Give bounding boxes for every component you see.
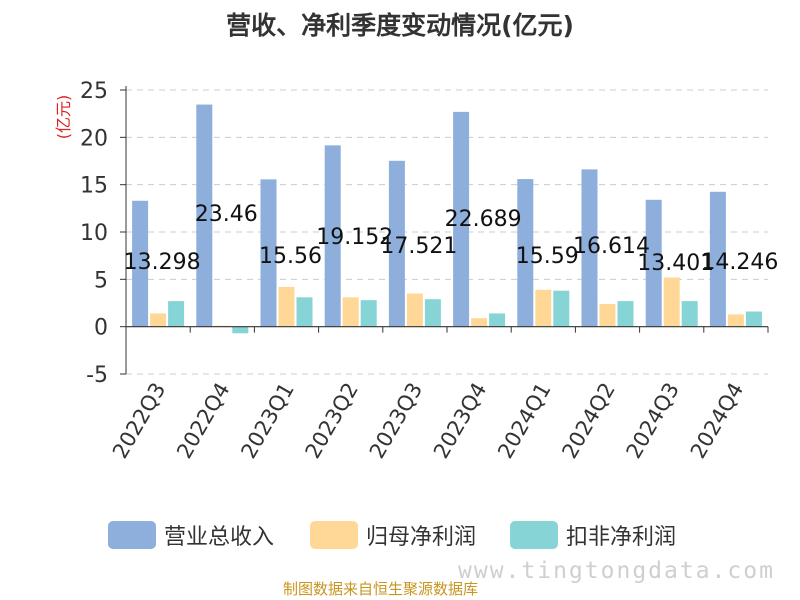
- legend-label-revenue: 营业总收入: [164, 525, 275, 550]
- legend-label-deducted-net-profit: 扣非净利润: [566, 525, 677, 550]
- x-tick-label: 2022Q3: [108, 379, 170, 463]
- data-label: 23.46: [195, 202, 258, 227]
- x-tick-label: 2024Q4: [686, 379, 748, 463]
- bar-deducted-net-profit: [489, 313, 506, 327]
- bar-net-profit: [727, 314, 744, 327]
- y-tick-label: 20: [80, 126, 108, 151]
- data-label: 15.59: [516, 244, 579, 269]
- data-label: 13.298: [124, 250, 201, 275]
- legend-item-net-profit[interactable]: 归母净利润: [310, 518, 476, 552]
- y-tick-label: 15: [80, 174, 108, 199]
- bar-deducted-net-profit: [360, 300, 377, 327]
- y-tick-label: 25: [80, 79, 108, 104]
- x-tick-label: 2023Q3: [365, 379, 427, 463]
- bar-revenue: [388, 160, 405, 327]
- x-tick-label: 2023Q4: [429, 379, 491, 463]
- bar-revenue: [260, 179, 277, 327]
- watermark: www.tingtongdata.com: [458, 558, 775, 584]
- bar-revenue: [645, 199, 662, 327]
- bar-net-profit: [535, 289, 552, 327]
- x-tick-label: 2022Q4: [172, 379, 234, 463]
- bar-net-profit: [150, 313, 167, 327]
- y-axis-label: (亿元): [54, 95, 73, 140]
- bar-deducted-net-profit: [296, 297, 313, 327]
- y-tick-label: -5: [86, 363, 108, 388]
- data-label: 22.689: [445, 207, 522, 232]
- bar-net-profit: [471, 318, 488, 327]
- bar-net-profit: [599, 303, 616, 327]
- data-label: 14.246: [701, 250, 778, 275]
- legend-item-revenue[interactable]: 营业总收入: [108, 518, 274, 552]
- bar-deducted-net-profit: [168, 301, 185, 327]
- legend-swatch-revenue: [108, 521, 156, 549]
- data-label: 16.614: [573, 234, 650, 259]
- y-tick-label: 10: [80, 221, 108, 246]
- chart-title: 营收、净利季度变动情况(亿元): [226, 11, 574, 40]
- bar-revenue: [453, 111, 470, 327]
- bar-revenue: [709, 191, 726, 327]
- bar-revenue: [196, 104, 213, 327]
- data-label: 19.152: [316, 225, 393, 250]
- y-tick-label: 0: [94, 316, 108, 341]
- bar-revenue: [132, 200, 149, 327]
- legend-item-deducted-net-profit[interactable]: 扣非净利润: [510, 518, 676, 552]
- data-label: 15.56: [259, 244, 322, 269]
- legend-swatch-deducted-net-profit: [510, 521, 558, 549]
- bar-deducted-net-profit: [232, 326, 249, 334]
- x-tick-label: 2023Q1: [236, 379, 298, 463]
- bar-revenue: [324, 145, 341, 327]
- y-tick-label: 5: [94, 268, 108, 293]
- x-tick-label: 2024Q3: [622, 379, 684, 463]
- x-tick-label: 2024Q2: [557, 379, 619, 463]
- data-source-note: 制图数据来自恒生聚源数据库: [283, 580, 479, 598]
- x-tick-label: 2023Q2: [301, 379, 363, 463]
- data-label: 17.521: [380, 234, 457, 259]
- bar-net-profit: [663, 277, 680, 327]
- bar-deducted-net-profit: [617, 301, 634, 327]
- bar-deducted-net-profit: [424, 299, 441, 327]
- legend-label-net-profit: 归母净利润: [366, 525, 477, 550]
- data-label: 13.401: [637, 251, 714, 276]
- x-tick-label: 2024Q1: [493, 379, 555, 463]
- bar-net-profit: [342, 297, 359, 327]
- bar-deducted-net-profit: [745, 311, 762, 327]
- bar-deducted-net-profit: [553, 290, 570, 327]
- bar-deducted-net-profit: [681, 301, 698, 327]
- bar-revenue: [517, 179, 534, 327]
- legend-swatch-net-profit: [310, 521, 358, 549]
- bar-revenue: [581, 169, 598, 327]
- bar-net-profit: [278, 286, 295, 327]
- bar-net-profit: [406, 293, 423, 327]
